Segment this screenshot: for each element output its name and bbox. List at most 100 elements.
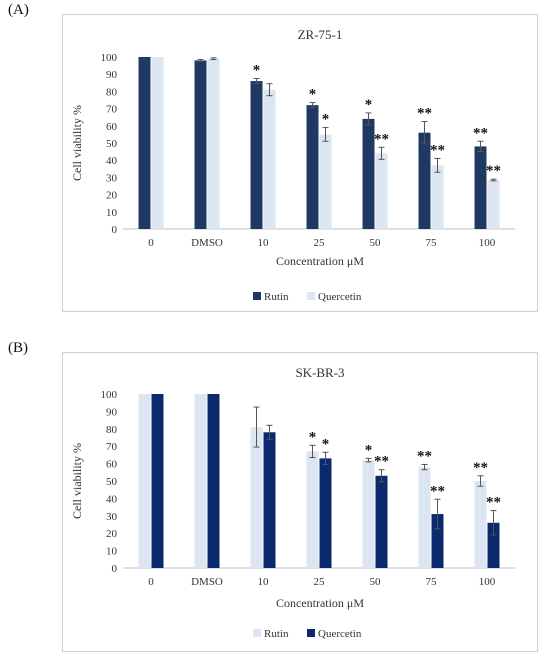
y-tick-label: 40 (106, 493, 118, 505)
y-tick-label: 0 (112, 224, 118, 236)
significance-marker: ** (473, 460, 488, 476)
legend-label-rutin: Rutin (264, 291, 289, 303)
y-tick-label: 80 (106, 424, 118, 436)
bar-rutin (250, 81, 263, 229)
significance-marker: ** (473, 125, 488, 141)
x-tick-label: DMSO (191, 576, 223, 588)
bar-rutin (138, 57, 151, 229)
legend-label-quercetin: Quercetin (318, 628, 362, 640)
x-tick-label: 75 (426, 576, 438, 588)
significance-marker: * (253, 63, 261, 79)
bar-quercetin (431, 514, 444, 568)
significance-marker: ** (417, 106, 432, 122)
bar-quercetin (431, 165, 444, 229)
significance-marker: ** (374, 131, 389, 147)
panel-a-label: (A) (8, 2, 29, 18)
significance-marker: * (309, 87, 317, 103)
bar-rutin (362, 460, 375, 568)
y-tick-label: 50 (106, 476, 118, 488)
y-tick-label: 100 (101, 52, 118, 64)
bar-rutin (250, 427, 263, 568)
legend-swatch-quercetin (307, 292, 315, 300)
legend-label-rutin: Rutin (264, 628, 289, 640)
bar-rutin (194, 60, 207, 229)
bar-quercetin (151, 394, 164, 568)
bar-quercetin (263, 432, 276, 568)
y-tick-label: 40 (106, 155, 118, 167)
chart-frame-a: ZR-75-1 0 10 20 30 40 50 60 70 80 90 100 Cell viabil… (62, 14, 538, 312)
x-tick-label: 10 (258, 576, 270, 588)
bar-quercetin (207, 58, 220, 229)
y-tick-label: 20 (106, 190, 118, 202)
x-axis-label: Concentration μM (276, 596, 364, 610)
legend-swatch-quercetin (307, 629, 315, 637)
y-axis-label: Cell viability % (70, 105, 84, 181)
x-tick-label: 50 (370, 576, 382, 588)
legend-label-quercetin: Quercetin (318, 291, 362, 303)
panel-b-label: (B) (8, 340, 28, 356)
x-tick-label: 25 (314, 237, 326, 249)
y-tick-label: 90 (106, 69, 118, 81)
x-tick-label: 50 (370, 237, 382, 249)
significance-marker: ** (486, 163, 501, 179)
bar-rutin (194, 394, 207, 568)
significance-marker: * (322, 436, 330, 452)
x-tick-label: 100 (479, 576, 496, 588)
x-tick-label: DMSO (191, 237, 223, 249)
bar-rutin (474, 146, 487, 229)
y-tick-label: 60 (106, 121, 118, 133)
bar-rutin (418, 467, 431, 568)
x-tick-label: 100 (479, 237, 496, 249)
significance-marker: ** (430, 142, 445, 158)
y-axis-label: Cell viability % (70, 443, 84, 519)
x-tick-label: 25 (314, 576, 326, 588)
y-tick-label: 90 (106, 406, 118, 418)
bar-quercetin (263, 89, 276, 230)
significance-marker: ** (417, 448, 432, 464)
significance-marker: ** (374, 454, 389, 470)
chart-title: ZR-75-1 (298, 27, 343, 42)
legend-swatch-rutin (253, 292, 261, 300)
y-tick-label: 80 (106, 86, 118, 98)
chart-title: SK-BR-3 (295, 365, 344, 380)
y-tick-label: 10 (106, 207, 118, 219)
bar-quercetin (375, 475, 388, 568)
significance-marker: * (365, 442, 373, 458)
bar-rutin (306, 451, 319, 568)
y-tick-label: 20 (106, 528, 118, 540)
legend-swatch-rutin (253, 629, 261, 637)
y-tick-label: 50 (106, 138, 118, 150)
y-tick-label: 30 (106, 172, 118, 184)
x-tick-label: 0 (148, 237, 154, 249)
bar-rutin (306, 105, 319, 229)
y-tick-label: 70 (106, 104, 118, 116)
significance-marker: ** (430, 483, 445, 499)
significance-marker: * (309, 429, 317, 445)
bar-quercetin (375, 153, 388, 229)
y-tick-label: 70 (106, 441, 118, 453)
y-tick-label: 0 (112, 563, 118, 575)
y-tick-label: 100 (101, 389, 118, 401)
bar-quercetin (207, 394, 220, 568)
y-tick-label: 60 (106, 459, 118, 471)
bar-quercetin (487, 179, 500, 229)
bar-rutin (474, 481, 487, 568)
bar-quercetin (319, 458, 332, 568)
x-tick-label: 10 (258, 237, 270, 249)
x-axis-label: Concentration μM (276, 254, 364, 268)
bar-rutin (362, 118, 375, 229)
bar-quercetin (319, 134, 332, 229)
y-tick-label: 10 (106, 546, 118, 558)
bar-quercetin (487, 522, 500, 568)
bar-quercetin (151, 57, 164, 229)
x-tick-label: 0 (148, 576, 154, 588)
x-tick-label: 75 (426, 237, 438, 249)
chart-frame-b: SK-BR-3 0 10 20 30 40 50 60 70 80 90 100 Cell viabil… (62, 352, 538, 652)
significance-marker: * (365, 97, 373, 113)
y-tick-label: 30 (106, 511, 118, 523)
significance-marker: * (322, 112, 330, 128)
significance-marker: ** (486, 495, 501, 511)
bar-rutin (418, 132, 431, 229)
